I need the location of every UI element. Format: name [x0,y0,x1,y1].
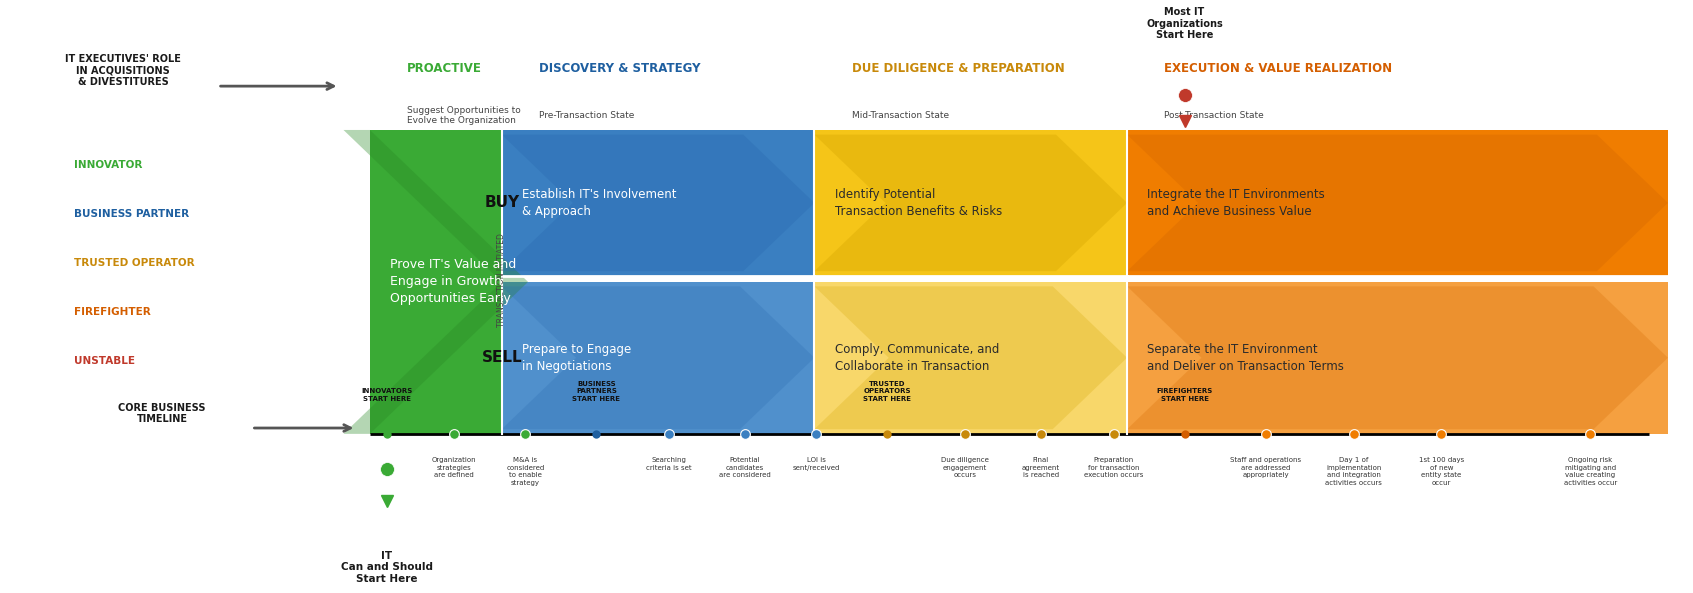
Text: TRUSTED OPERATOR: TRUSTED OPERATOR [74,258,195,268]
Text: DUE DILIGENCE & PREPARATION: DUE DILIGENCE & PREPARATION [852,62,1065,75]
FancyBboxPatch shape [501,130,814,276]
FancyBboxPatch shape [1128,282,1668,434]
Text: Identify Potential
Transaction Benefits & Risks: Identify Potential Transaction Benefits … [835,188,1002,218]
FancyBboxPatch shape [814,130,1128,276]
Text: BUSINESS PARTNER: BUSINESS PARTNER [74,209,190,219]
Text: TRANSACTION INITIATED: TRANSACTION INITIATED [498,234,506,327]
Polygon shape [501,135,814,271]
Text: Prepare to Engage
in Negotiations: Prepare to Engage in Negotiations [521,343,631,373]
Text: Mid-Transaction State: Mid-Transaction State [852,111,948,120]
Text: Integrate the IT Environments
and Achieve Business Value: Integrate the IT Environments and Achiev… [1148,188,1326,218]
Polygon shape [814,286,1128,429]
Text: Potential
candidates
are considered: Potential candidates are considered [720,457,770,478]
Polygon shape [344,130,528,434]
Text: Searching
criteria is set: Searching criteria is set [647,457,692,471]
Text: DISCOVERY & STRATEGY: DISCOVERY & STRATEGY [538,62,701,75]
Text: BUY: BUY [484,196,520,211]
Text: Pre-Transaction State: Pre-Transaction State [538,111,635,120]
Text: Post-Transaction State: Post-Transaction State [1165,111,1265,120]
Text: TRUSTED
OPERATORS
START HERE: TRUSTED OPERATORS START HERE [863,381,911,401]
Text: Day 1 of
implementation
and integration
activities occurs: Day 1 of implementation and integration … [1326,457,1381,486]
Text: Most IT
Organizations
Start Here: Most IT Organizations Start Here [1146,7,1222,40]
Text: PROACTIVE: PROACTIVE [406,62,483,75]
Text: FIREFIGHTER: FIREFIGHTER [74,307,151,317]
Text: Final
agreement
is reached: Final agreement is reached [1023,457,1060,478]
Text: 1st 100 days
of new
entity state
occur: 1st 100 days of new entity state occur [1419,457,1464,486]
Text: IT EXECUTIVES' ROLE
IN ACQUISITIONS
& DIVESTITURES: IT EXECUTIVES' ROLE IN ACQUISITIONS & DI… [64,54,181,87]
Polygon shape [814,135,1128,271]
Text: INNOVATOR: INNOVATOR [74,160,142,170]
Text: EXECUTION & VALUE REALIZATION: EXECUTION & VALUE REALIZATION [1165,62,1392,75]
Text: SELL: SELL [481,350,521,365]
Text: IT
Can and Should
Start Here: IT Can and Should Start Here [340,551,433,584]
Text: CORE BUSINESS
TIMELINE: CORE BUSINESS TIMELINE [119,403,207,424]
Text: Suggest Opportunities to
Evolve the Organization: Suggest Opportunities to Evolve the Orga… [406,106,521,125]
Polygon shape [1128,135,1668,271]
Text: Comply, Communicate, and
Collaborate in Transaction: Comply, Communicate, and Collaborate in … [835,343,999,373]
Text: Ongoing risk
mitigating and
value creating
activities occur: Ongoing risk mitigating and value creati… [1564,457,1617,486]
Text: Prove IT's Value and
Engage in Growth
Opportunities Early: Prove IT's Value and Engage in Growth Op… [389,259,516,305]
Polygon shape [1128,286,1668,429]
Text: Organization
strategies
are defined: Organization strategies are defined [432,457,477,478]
Text: Preparation
for transaction
execution occurs: Preparation for transaction execution oc… [1084,457,1143,478]
Text: UNSTABLE: UNSTABLE [74,356,135,366]
Text: INNOVATORS
START HERE: INNOVATORS START HERE [361,388,413,401]
Text: LOI is
sent/received: LOI is sent/received [792,457,840,471]
Polygon shape [501,286,814,429]
Text: BUSINESS
PARTNERS
START HERE: BUSINESS PARTNERS START HERE [572,381,620,401]
Text: Establish IT's Involvement
& Approach: Establish IT's Involvement & Approach [521,188,677,218]
Text: FIREFIGHTERS
START HERE: FIREFIGHTERS START HERE [1156,388,1212,401]
Text: Separate the IT Environment
and Deliver on Transaction Terms: Separate the IT Environment and Deliver … [1148,343,1344,373]
Text: M&A is
considered
to enable
strategy: M&A is considered to enable strategy [506,457,545,486]
Text: Staff and operations
are addressed
appropriately: Staff and operations are addressed appro… [1231,457,1302,478]
FancyBboxPatch shape [814,282,1128,434]
FancyBboxPatch shape [501,282,814,434]
FancyBboxPatch shape [369,130,501,434]
Text: Due diligence
engagement
occurs: Due diligence engagement occurs [941,457,989,478]
FancyBboxPatch shape [1128,130,1668,276]
